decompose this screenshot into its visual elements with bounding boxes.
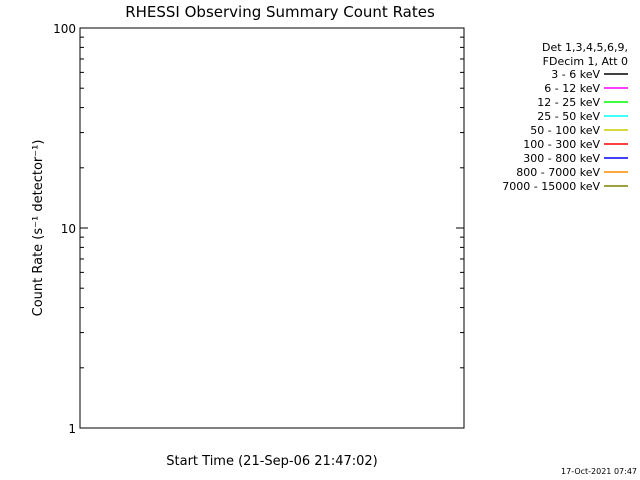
- legend-label-8: 800 - 7000 keV: [516, 166, 600, 179]
- plot-frame: [79, 27, 465, 429]
- legend-header-line-1: Det 1,3,4,5,6,9,: [542, 41, 628, 54]
- legend-header-line-2: FDecim 1, Att 0: [543, 55, 628, 68]
- y-axis-label: Count Rate (s⁻¹ detector⁻¹): [31, 140, 46, 317]
- legend-label-1: 3 - 6 keV: [551, 68, 600, 81]
- legend-label-3: 12 - 25 keV: [537, 96, 600, 109]
- chart-title: RHESSI Observing Summary Count Rates: [125, 3, 435, 21]
- legend-label-7: 300 - 800 keV: [523, 152, 600, 165]
- legend-label-5: 50 - 100 keV: [530, 124, 600, 137]
- legend-label-2: 6 - 12 keV: [544, 82, 600, 95]
- legend-label-6: 100 - 300 keV: [523, 138, 600, 151]
- legend: Det 1,3,4,5,6,9, FDecim 1, Att 0 3 - 6 k…: [502, 41, 628, 193]
- y-tick-label: 1: [68, 422, 76, 436]
- y-tick-label: 10: [61, 222, 76, 236]
- x-axis-label: Start Time (21-Sep-06 21:47:02): [166, 454, 377, 469]
- legend-label-4: 25 - 50 keV: [537, 110, 600, 123]
- y-tick-label: 100: [53, 22, 76, 36]
- legend-label-9: 7000 - 15000 keV: [502, 180, 600, 193]
- y-axis-ticks: 1 10 100: [53, 22, 464, 436]
- timestamp: 17-Oct-2021 07:47: [561, 467, 637, 476]
